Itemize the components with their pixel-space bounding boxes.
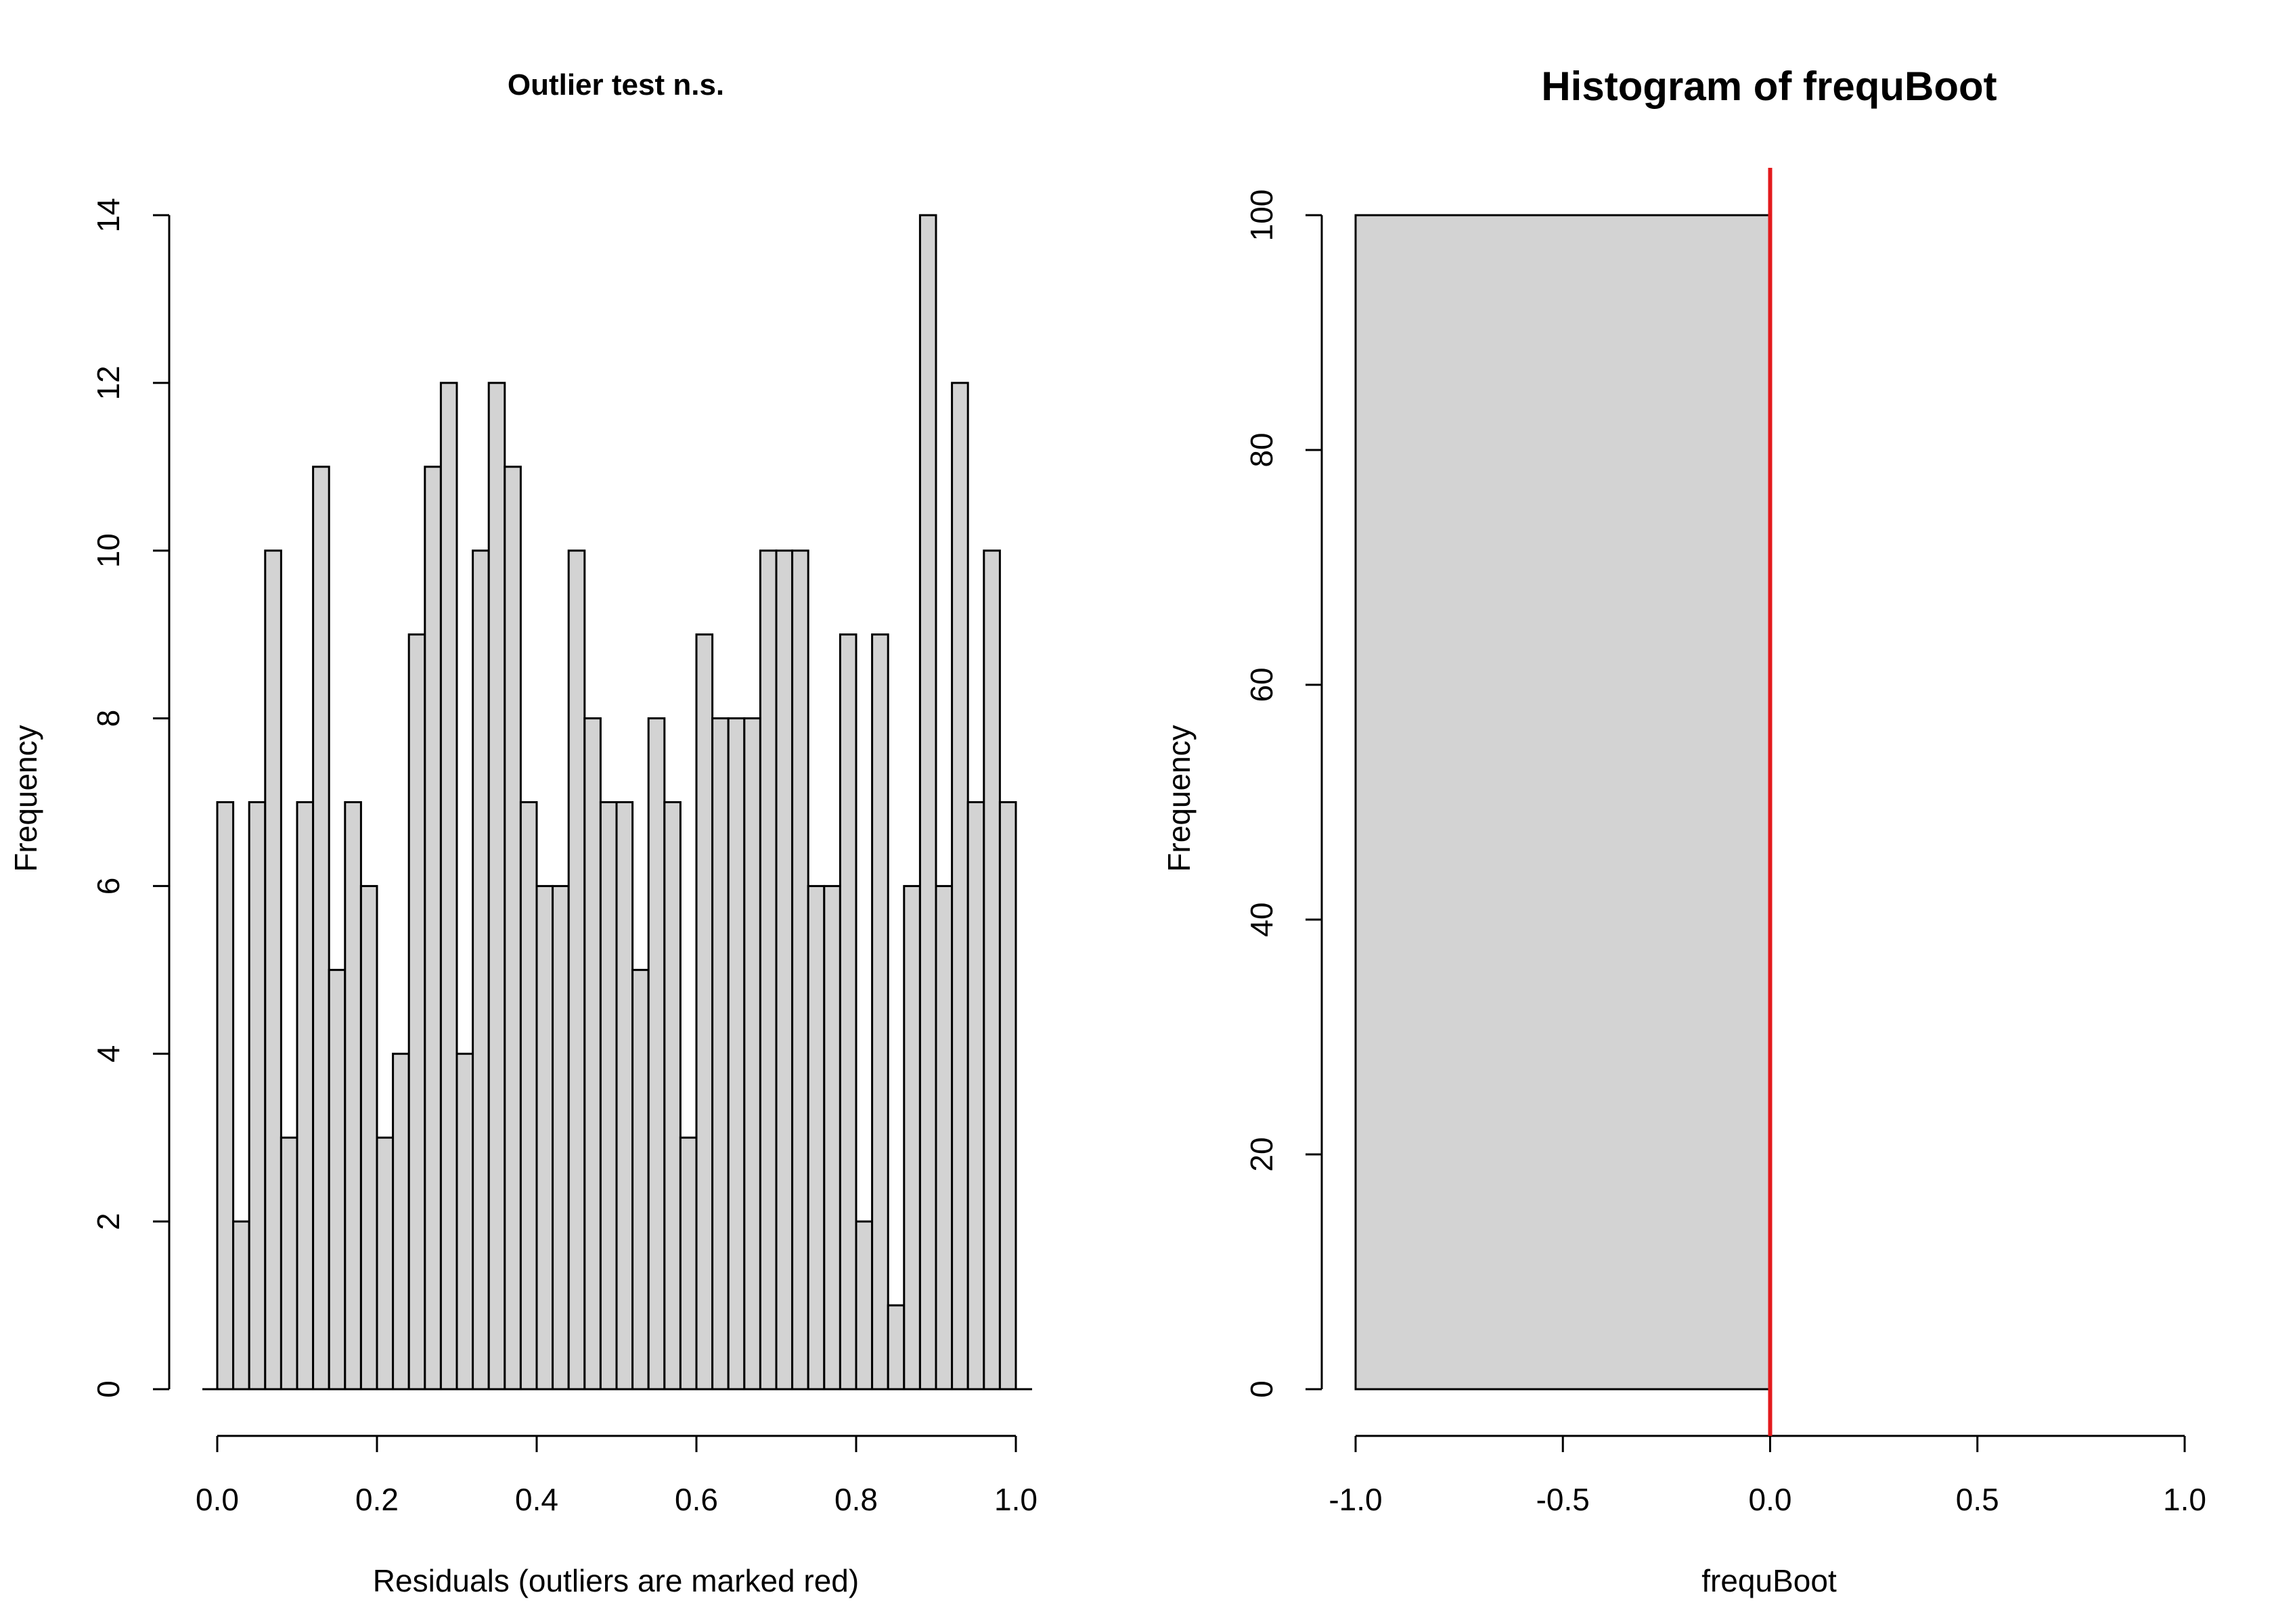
histogram-bar xyxy=(791,549,809,1391)
y-tick-label: 10 xyxy=(91,533,126,568)
histogram-bar xyxy=(695,633,714,1391)
x-tick-label: 1.0 xyxy=(2163,1482,2206,1517)
histogram-bar xyxy=(918,214,937,1391)
histogram-bar xyxy=(424,466,442,1391)
y-tick-label: 4 xyxy=(91,1045,126,1062)
histogram-bar xyxy=(631,968,650,1391)
x-tick-label: 0.4 xyxy=(515,1482,558,1517)
histogram-bar xyxy=(823,884,841,1391)
y-tick-label: 0 xyxy=(1244,1380,1279,1398)
histogram-bar xyxy=(344,801,362,1391)
histogram-bar xyxy=(216,801,235,1391)
histogram-bar xyxy=(264,549,282,1391)
histogram-bar xyxy=(376,1136,395,1391)
histogram-bar xyxy=(743,717,761,1391)
x-tick-label: 0.8 xyxy=(834,1482,878,1517)
histogram-bar xyxy=(583,717,602,1391)
frequboot-histogram: Histogram of frequBoot -1.0 -0.5 0.0 0.5 1.0… xyxy=(1161,64,2206,1598)
histogram-bar xyxy=(759,549,778,1391)
histogram-bar xyxy=(519,801,538,1391)
histogram-bar xyxy=(280,1136,298,1391)
histogram-bar xyxy=(998,801,1017,1391)
histogram-bar xyxy=(567,549,586,1391)
histogram-bar xyxy=(472,549,490,1391)
y-tick-label: 40 xyxy=(1244,902,1279,937)
histogram-bar xyxy=(935,884,954,1391)
histogram-bar xyxy=(552,884,570,1391)
x-tick-label: 0.2 xyxy=(355,1482,399,1517)
x-tick-label: 0.6 xyxy=(675,1482,718,1517)
left-x-axis-label: Residuals (outliers are marked red) xyxy=(373,1563,859,1598)
histogram-bar xyxy=(359,884,378,1391)
residual-histogram: Outlier test n.s. 0.0 0.2 0.4 0.6 0.8 1.0 0 2 4… xyxy=(8,68,1038,1598)
left-x-axis: 0.0 0.2 0.4 0.6 0.8 1.0 xyxy=(196,1435,1038,1517)
x-tick-label: -1.0 xyxy=(1329,1482,1382,1517)
y-tick-label: 8 xyxy=(91,710,126,727)
histogram-bar xyxy=(807,884,826,1391)
left-bars xyxy=(202,214,1032,1391)
histogram-bar xyxy=(232,1220,250,1391)
histogram-bar xyxy=(248,801,267,1391)
left-y-axis: 0 2 4 6 8 10 12 14 xyxy=(91,198,171,1398)
y-tick-label: 12 xyxy=(91,365,126,400)
y-tick-label: 100 xyxy=(1244,189,1279,242)
histogram-bar xyxy=(599,801,618,1391)
y-tick-label: 0 xyxy=(91,1380,126,1398)
histogram-bar xyxy=(535,884,554,1391)
histogram-bar xyxy=(775,549,794,1391)
right-chart-title: Histogram of frequBoot xyxy=(1541,64,1997,109)
right-bars xyxy=(1354,214,1771,1391)
x-tick-label: -0.5 xyxy=(1536,1482,1590,1517)
y-tick-label: 2 xyxy=(91,1213,126,1230)
histogram-bar xyxy=(966,801,985,1391)
left-chart-title: Outlier test n.s. xyxy=(508,68,724,102)
histogram-bar xyxy=(1354,214,1771,1391)
y-tick-label: 60 xyxy=(1244,667,1279,702)
histogram-bar xyxy=(296,801,315,1391)
histogram-bar xyxy=(855,1220,874,1391)
x-tick-label: 0.0 xyxy=(1749,1482,1792,1517)
right-y-axis-label: Frequency xyxy=(1161,725,1197,872)
histogram-bar xyxy=(663,801,682,1391)
histogram-bar xyxy=(679,1136,698,1391)
histogram-bar xyxy=(455,1052,474,1391)
histogram-bar xyxy=(711,717,730,1391)
x-tick-label: 0.0 xyxy=(196,1482,239,1517)
histogram-bar xyxy=(839,633,857,1391)
histogram-bar xyxy=(983,549,1001,1391)
x-tick-label: 0.5 xyxy=(1956,1482,1999,1517)
y-tick-label: 20 xyxy=(1244,1137,1279,1171)
left-y-axis-label: Frequency xyxy=(8,725,43,872)
histogram-bar xyxy=(504,466,522,1391)
histogram-bar xyxy=(615,801,634,1391)
histogram-bar xyxy=(392,1052,410,1391)
histogram-bar xyxy=(407,633,426,1391)
right-x-axis: -1.0 -0.5 0.0 0.5 1.0 xyxy=(1329,1435,2206,1517)
histogram-bar xyxy=(328,968,347,1391)
histogram-bar xyxy=(647,717,666,1391)
right-y-axis: 0 20 40 60 80 100 xyxy=(1244,189,1323,1398)
histogram-bar xyxy=(727,717,746,1391)
histogram-bar xyxy=(487,382,506,1391)
histogram-bar xyxy=(312,466,330,1391)
histogram-bar xyxy=(439,382,458,1391)
y-tick-label: 14 xyxy=(91,198,126,232)
x-tick-label: 1.0 xyxy=(994,1482,1038,1517)
histogram-bar xyxy=(903,884,921,1391)
histogram-bar xyxy=(871,633,889,1391)
y-tick-label: 6 xyxy=(91,878,126,895)
right-x-axis-label: frequBoot xyxy=(1701,1563,1837,1598)
y-tick-label: 80 xyxy=(1244,432,1279,467)
histogram-bar xyxy=(951,382,969,1391)
histogram-bar xyxy=(887,1304,906,1391)
